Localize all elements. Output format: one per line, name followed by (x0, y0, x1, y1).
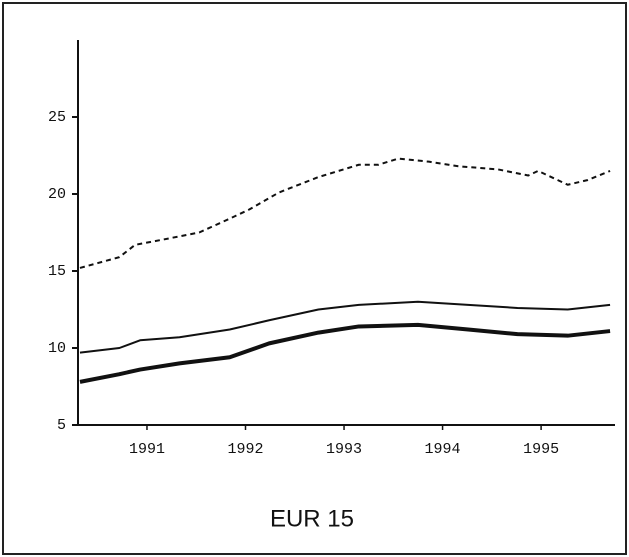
x-tick-label: 1991 (129, 441, 165, 458)
series-line (79, 157, 611, 269)
y-tick-label: 10 (48, 340, 66, 357)
y-tick-label: 15 (48, 263, 66, 280)
x-tick-label: 1993 (326, 441, 362, 458)
caption: EUR 15 (270, 505, 354, 532)
x-tick-label: 1994 (425, 441, 461, 458)
x-tick-label: 1995 (523, 441, 559, 458)
x-tick-label: 1992 (227, 441, 263, 458)
y-tick-label: 5 (57, 417, 66, 434)
y-tick-label: 20 (48, 186, 66, 203)
y-tick-label: 25 (48, 109, 66, 126)
series-line (79, 322, 611, 384)
series-line (79, 300, 611, 354)
